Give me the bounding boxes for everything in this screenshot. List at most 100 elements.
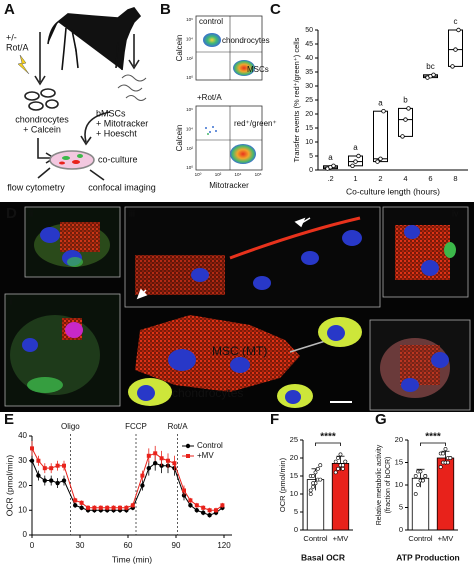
rot-prefix: +/-	[6, 32, 17, 42]
data-point	[443, 447, 448, 451]
x-tick-label: 4	[403, 174, 407, 183]
data-point	[315, 466, 320, 471]
data-point	[140, 473, 145, 478]
data-point	[207, 513, 212, 518]
data-point	[318, 463, 323, 468]
y-tick-label: 20	[305, 111, 313, 118]
y-tick-label: 40	[305, 55, 313, 62]
data-point	[350, 163, 355, 168]
data-point	[456, 27, 461, 33]
y-tick-label: 10⁰	[186, 75, 193, 80]
data-point	[311, 481, 316, 486]
significance-letter: bc	[426, 62, 434, 71]
data-point	[73, 498, 78, 503]
control-label: control	[199, 17, 223, 26]
subpanel-label: iv	[452, 208, 459, 218]
double-positive-label: red⁺/green⁺	[234, 119, 277, 128]
data-point	[182, 488, 186, 493]
x-tick-label: 10⁰	[195, 172, 202, 177]
y-tick-label: 25	[290, 435, 298, 444]
data-point	[445, 460, 450, 465]
x-tick-label: 10⁶	[255, 172, 262, 177]
data-point	[86, 505, 90, 510]
data-point	[381, 108, 386, 114]
y-axis-label: Calcein	[175, 125, 184, 152]
data-point	[49, 466, 54, 471]
data-point	[308, 488, 313, 493]
y-tick-label: 50	[305, 27, 313, 34]
data-point	[450, 64, 455, 69]
data-point	[172, 461, 177, 466]
y-axis-label: OCR (pmol/min)	[4, 455, 14, 517]
data-point	[73, 503, 78, 508]
box	[373, 110, 388, 163]
bar	[436, 457, 455, 531]
data-point	[441, 451, 446, 456]
y-tick-label: 0	[23, 530, 28, 539]
data-point	[318, 477, 323, 482]
data-point	[340, 463, 345, 468]
data-point	[30, 446, 34, 451]
panel-label: B	[160, 1, 171, 18]
coculture-label: co-culture	[98, 154, 138, 164]
rot-label: +Rot/A	[197, 93, 222, 102]
panel-label: A	[4, 1, 15, 18]
significance-label: ****	[320, 432, 336, 443]
data-point	[130, 503, 135, 508]
data-point	[431, 72, 436, 77]
chondrocytes-gate-label: chondrocytes	[222, 36, 270, 45]
significance-letter: a	[378, 98, 383, 107]
y-tick-label: 0	[294, 525, 298, 534]
data-point	[36, 473, 41, 478]
subpanel-label: i	[10, 296, 12, 306]
data-point	[448, 456, 453, 460]
panel-label: G	[375, 411, 387, 428]
panel-label: E	[4, 411, 14, 428]
significance-letter: a	[353, 143, 358, 152]
data-point	[49, 478, 54, 483]
chart-title: ATP Production	[396, 552, 459, 562]
x-tick-label: 90	[172, 541, 181, 550]
y-axis-label: Calcein	[175, 35, 184, 62]
significance-letter: c	[454, 17, 458, 26]
injection-label: Rot/A	[168, 422, 189, 431]
data-point	[153, 451, 158, 456]
data-point	[333, 470, 338, 475]
chondrocytes-label: chondrocytes	[15, 114, 69, 124]
significance-bracket	[420, 442, 446, 446]
data-point	[311, 474, 316, 478]
data-point	[201, 510, 206, 515]
y-tick-label: 20	[395, 435, 403, 444]
data-point	[336, 456, 341, 460]
subpanel-label: iii	[129, 208, 135, 218]
data-point	[308, 492, 313, 496]
data-point	[420, 478, 425, 483]
data-point	[418, 469, 423, 474]
y-tick-label: 20	[18, 481, 27, 490]
x-tick-label: 2	[378, 174, 382, 183]
data-point	[375, 159, 380, 164]
legend-marker	[185, 443, 191, 449]
chart-title: Basal OCR	[301, 552, 345, 562]
x-tick-label: 10²	[215, 172, 222, 177]
x-axis-label: Time (min)	[112, 554, 152, 564]
data-point	[55, 463, 60, 468]
subpanel-label: ii	[29, 208, 33, 218]
y-axis-label: Relative metabolic activity	[376, 444, 383, 525]
data-point	[159, 456, 164, 461]
hoescht-label: + Hoescht	[96, 128, 137, 138]
data-point	[146, 465, 151, 471]
data-point	[194, 503, 199, 508]
injection-label: FCCP	[125, 422, 147, 431]
mt-label: MSC (MT)	[212, 344, 267, 358]
y-tick-label: 30	[305, 83, 313, 90]
x-tick-label: 10⁴	[235, 172, 242, 177]
y-tick-label: 10⁶	[186, 107, 193, 112]
significance-letter: b	[403, 96, 408, 105]
data-point	[201, 505, 206, 510]
data-point	[400, 134, 405, 139]
data-point	[406, 106, 411, 111]
data-point	[188, 503, 193, 508]
x-tick-label: 8	[453, 174, 457, 183]
data-point	[207, 508, 212, 513]
